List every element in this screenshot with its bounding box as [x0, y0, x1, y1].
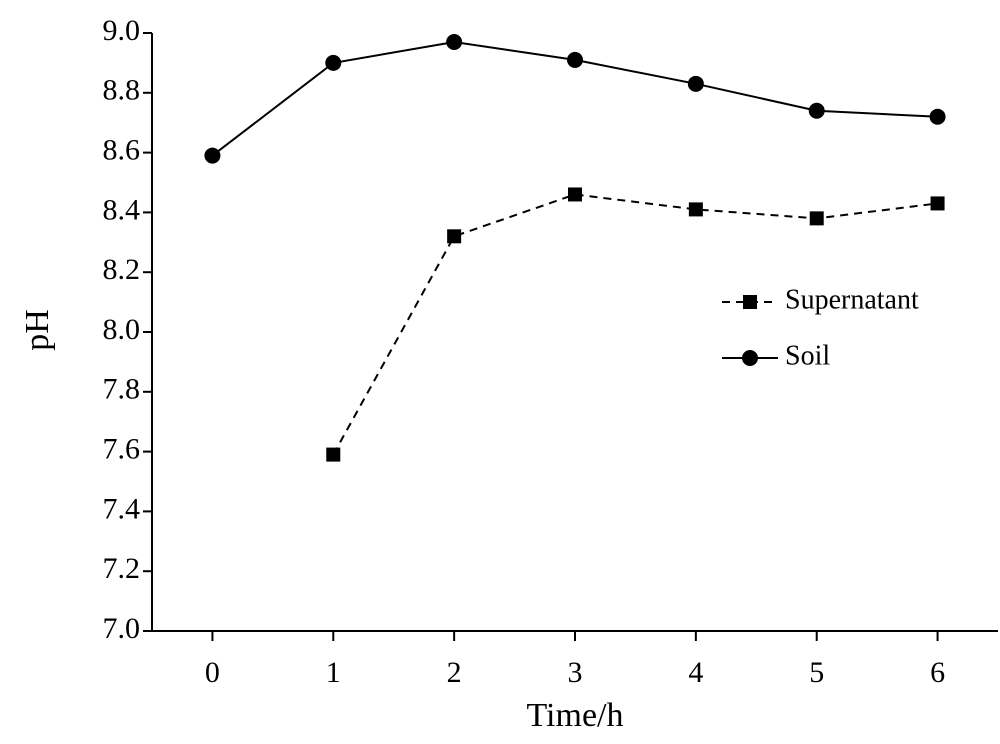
y-axis-title: pH [19, 309, 56, 351]
legend-label: Supernatant [785, 284, 919, 315]
marker [688, 202, 703, 217]
marker [326, 447, 341, 462]
marker [447, 229, 462, 244]
y-tick-label: 8.4 [103, 193, 141, 226]
marker [446, 33, 463, 50]
marker [687, 75, 704, 92]
marker [567, 51, 583, 68]
y-tick-label: 8.6 [103, 133, 141, 166]
x-tick-label: 6 [930, 656, 945, 689]
y-tick-label: 7.6 [103, 432, 141, 465]
y-tick-label: 8.0 [103, 313, 141, 346]
y-tick-label: 8.8 [103, 74, 141, 107]
marker [809, 211, 824, 226]
y-tick-label: 7.2 [103, 552, 141, 585]
y-tick-label: 7.4 [103, 492, 141, 525]
legend-label: Soil [785, 340, 830, 371]
marker [930, 196, 945, 211]
marker [742, 350, 758, 366]
y-tick-label: 7.8 [103, 373, 141, 406]
x-axis-title: Time/h [526, 697, 623, 734]
x-tick-label: 4 [688, 656, 703, 689]
x-tick-label: 0 [205, 656, 220, 689]
marker [568, 187, 582, 202]
series-line [332, 193, 938, 456]
marker [204, 147, 221, 164]
x-tick-label: 5 [809, 656, 824, 689]
marker [929, 108, 946, 125]
y-tick-label: 7.0 [103, 612, 141, 645]
x-tick-label: 1 [326, 656, 341, 689]
marker [743, 295, 757, 309]
y-tick-label: 8.2 [103, 253, 141, 286]
marker [808, 102, 825, 119]
x-tick-label: 3 [568, 656, 583, 689]
x-tick-label: 2 [447, 656, 462, 689]
marker [325, 54, 342, 71]
y-tick-label: 9.0 [103, 14, 141, 47]
